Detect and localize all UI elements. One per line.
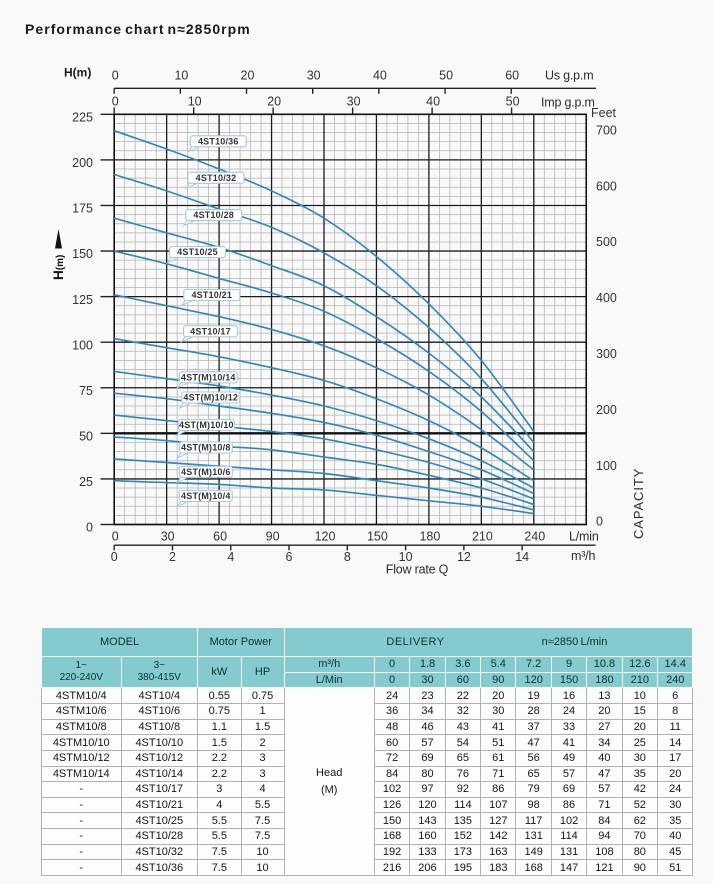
svg-text:4ST(M)10/4: 4ST(M)10/4 bbox=[181, 491, 231, 501]
svg-text:4ST10/21: 4ST10/21 bbox=[191, 290, 232, 300]
svg-text:100: 100 bbox=[596, 459, 617, 473]
svg-text:40: 40 bbox=[373, 69, 387, 83]
svg-text:10: 10 bbox=[399, 550, 413, 564]
svg-text:200: 200 bbox=[72, 156, 93, 170]
svg-text:12: 12 bbox=[457, 550, 471, 564]
svg-text:CAPACITY: CAPACITY bbox=[631, 468, 646, 539]
svg-text:4ST(M)10/10: 4ST(M)10/10 bbox=[179, 420, 234, 430]
svg-text:10: 10 bbox=[174, 69, 188, 83]
svg-text:225: 225 bbox=[72, 111, 93, 125]
svg-text:0: 0 bbox=[111, 550, 118, 564]
svg-text:H(m): H(m) bbox=[64, 66, 91, 80]
svg-text:90: 90 bbox=[266, 530, 280, 544]
svg-text:4ST10/36: 4ST10/36 bbox=[198, 136, 239, 146]
svg-text:4ST(M)10/6: 4ST(M)10/6 bbox=[181, 467, 231, 477]
svg-text:H(m): H(m) bbox=[51, 255, 66, 280]
svg-text:700: 700 bbox=[596, 123, 617, 137]
svg-text:4ST(M)10/14: 4ST(M)10/14 bbox=[181, 372, 236, 382]
svg-text:6: 6 bbox=[286, 550, 293, 564]
svg-text:60: 60 bbox=[213, 530, 227, 544]
svg-text:500: 500 bbox=[596, 235, 617, 249]
svg-text:30: 30 bbox=[161, 530, 175, 544]
svg-text:4ST10/28: 4ST10/28 bbox=[193, 210, 234, 220]
svg-text:L/min: L/min bbox=[569, 530, 599, 544]
svg-text:600: 600 bbox=[596, 179, 617, 193]
svg-text:4: 4 bbox=[227, 550, 234, 564]
svg-text:4ST10/32: 4ST10/32 bbox=[196, 173, 237, 183]
svg-text:200: 200 bbox=[596, 403, 617, 417]
svg-text:20: 20 bbox=[267, 95, 281, 109]
svg-text:8: 8 bbox=[344, 550, 351, 564]
svg-text:10: 10 bbox=[188, 95, 202, 109]
svg-text:50: 50 bbox=[79, 430, 93, 444]
svg-text:300: 300 bbox=[596, 347, 617, 361]
svg-text:210: 210 bbox=[472, 530, 493, 544]
svg-text:150: 150 bbox=[367, 530, 388, 544]
svg-text:25: 25 bbox=[79, 475, 93, 489]
svg-text:Us g.p.m: Us g.p.m bbox=[545, 69, 593, 83]
svg-text:240: 240 bbox=[524, 530, 545, 544]
svg-text:0: 0 bbox=[596, 515, 603, 529]
svg-text:50: 50 bbox=[506, 95, 520, 109]
svg-text:125: 125 bbox=[72, 293, 93, 307]
svg-text:30: 30 bbox=[347, 95, 361, 109]
svg-text:0: 0 bbox=[86, 521, 93, 535]
svg-text:4ST10/17: 4ST10/17 bbox=[190, 326, 231, 336]
svg-text:175: 175 bbox=[72, 202, 93, 216]
svg-text:0: 0 bbox=[112, 95, 119, 109]
svg-text:60: 60 bbox=[505, 69, 519, 83]
svg-text:30: 30 bbox=[307, 69, 321, 83]
svg-text:4ST(M)10/12: 4ST(M)10/12 bbox=[183, 393, 238, 403]
svg-text:150: 150 bbox=[72, 247, 93, 261]
svg-text:m³/h: m³/h bbox=[571, 549, 595, 563]
svg-text:50: 50 bbox=[439, 69, 453, 83]
svg-text:4ST(M)10/8: 4ST(M)10/8 bbox=[181, 443, 231, 453]
svg-text:4ST10/25: 4ST10/25 bbox=[177, 247, 218, 257]
svg-text:400: 400 bbox=[596, 291, 617, 305]
svg-text:180: 180 bbox=[419, 530, 440, 544]
svg-text:Imp g.p.m: Imp g.p.m bbox=[541, 96, 595, 110]
svg-text:120: 120 bbox=[315, 530, 336, 544]
svg-text:2: 2 bbox=[169, 550, 176, 564]
svg-text:100: 100 bbox=[72, 338, 93, 352]
svg-text:Flow rate Q: Flow rate Q bbox=[386, 563, 449, 577]
svg-text:0: 0 bbox=[112, 530, 119, 544]
svg-text:75: 75 bbox=[79, 384, 93, 398]
svg-text:14: 14 bbox=[515, 550, 529, 564]
svg-text:0: 0 bbox=[112, 69, 119, 83]
svg-text:20: 20 bbox=[241, 69, 255, 83]
svg-text:Feet: Feet bbox=[591, 106, 617, 120]
svg-text:40: 40 bbox=[426, 95, 440, 109]
